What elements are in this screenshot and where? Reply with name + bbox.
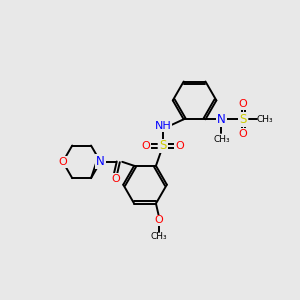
Text: O: O: [111, 174, 120, 184]
Text: O: O: [58, 157, 67, 167]
Text: O: O: [239, 99, 248, 110]
Text: CH₃: CH₃: [256, 115, 273, 124]
Text: CH₃: CH₃: [213, 135, 230, 144]
Text: NH: NH: [154, 121, 171, 131]
Text: O: O: [175, 141, 184, 151]
Text: S: S: [239, 113, 247, 126]
Text: O: O: [239, 129, 248, 139]
Text: N: N: [217, 113, 226, 126]
Text: O: O: [154, 215, 163, 225]
Text: O: O: [142, 141, 150, 151]
Text: N: N: [96, 155, 105, 168]
Text: S: S: [159, 140, 167, 152]
Text: CH₃: CH₃: [151, 232, 167, 241]
